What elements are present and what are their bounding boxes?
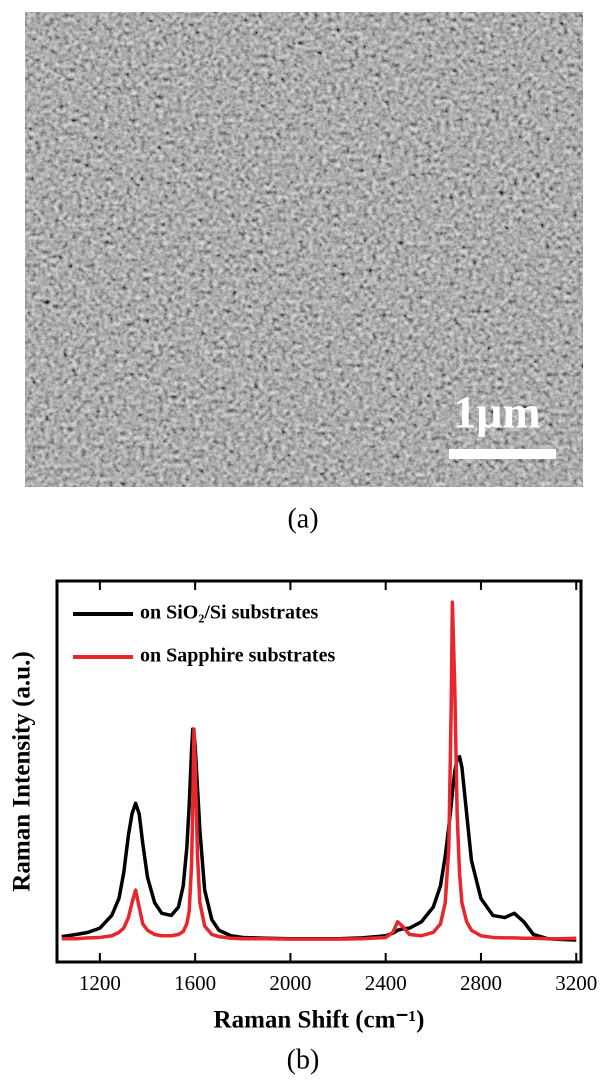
y-axis-title: Raman Intensity (a.u.) — [9, 651, 36, 891]
plot-frame — [55, 579, 583, 964]
panel-label: (a) — [287, 503, 318, 534]
sem-image-texture — [25, 12, 583, 487]
x-tick-label: 1200 — [79, 971, 121, 995]
x-tick-label: 1600 — [174, 971, 216, 995]
scale-bar — [449, 449, 556, 459]
scale-bar-label: 1μm — [453, 387, 540, 438]
x-axis-title: Raman Shift (cm⁻¹) — [214, 1007, 425, 1034]
panel-label: (b) — [287, 1044, 320, 1075]
series-line — [61, 600, 577, 941]
x-tick-label: 3200 — [555, 971, 597, 995]
legend-label: on SiO₂/Si substrates — [140, 602, 318, 624]
x-tick-label: 2800 — [460, 971, 502, 995]
x-tick-label: 2400 — [365, 971, 407, 995]
x-tick-label: 2000 — [269, 971, 311, 995]
legend-label: on Sapphire substrates — [140, 645, 335, 667]
